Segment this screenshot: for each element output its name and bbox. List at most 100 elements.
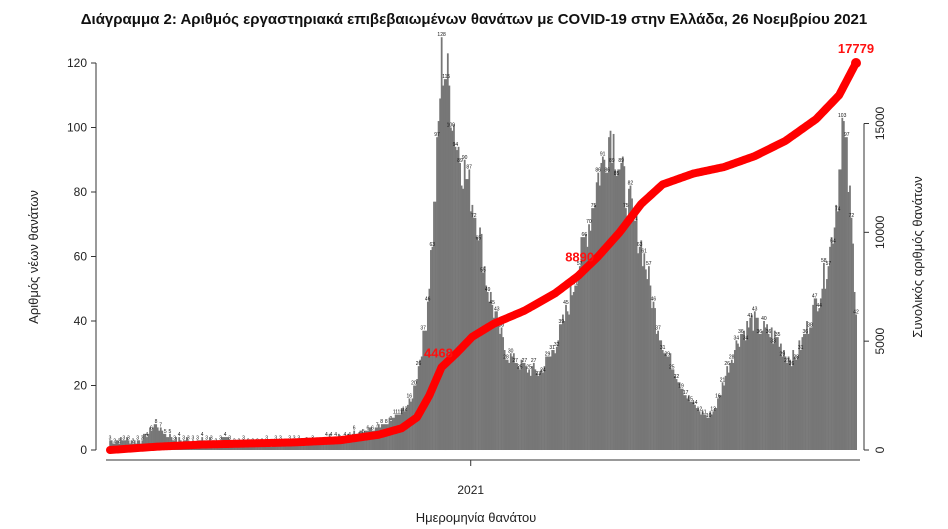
data-label: 3 [242, 435, 245, 441]
data-label: 89 [618, 158, 624, 164]
bar [621, 156, 624, 450]
bar [780, 343, 782, 450]
data-label: 3 [187, 435, 190, 441]
y-axis-left: 0 20 40 60 80 100 120 [67, 56, 97, 457]
data-label: 97 [434, 132, 440, 138]
bar [826, 279, 828, 450]
data-label: 31 [660, 345, 666, 351]
bar [373, 430, 376, 450]
bar [321, 443, 323, 450]
bar [428, 288, 431, 450]
data-label: 70 [586, 219, 592, 225]
bar [522, 362, 524, 450]
bar [775, 337, 778, 451]
bar [615, 175, 618, 451]
bar [804, 333, 807, 450]
bar [809, 327, 811, 450]
bar [803, 333, 805, 450]
bar [450, 127, 452, 450]
bar [109, 440, 112, 450]
bar [709, 411, 712, 450]
bar [503, 350, 506, 450]
bar [661, 350, 664, 450]
bar [390, 420, 392, 450]
data-label: 51 [572, 281, 578, 287]
data-label: 63 [637, 242, 643, 248]
bar [677, 382, 679, 450]
data-label: 29 [780, 352, 786, 358]
bar [628, 188, 630, 450]
bar [698, 411, 701, 450]
bar [832, 243, 834, 450]
bar [784, 356, 787, 450]
data-label: 61 [641, 248, 647, 254]
data-label: 6 [367, 426, 370, 432]
bar [152, 427, 154, 450]
bar [710, 414, 713, 450]
bar [824, 288, 827, 450]
bar [357, 437, 360, 450]
data-label: 46 [425, 297, 431, 303]
bar [436, 137, 438, 450]
bar [116, 440, 119, 450]
bar [760, 333, 762, 450]
bar [519, 369, 521, 451]
data-label: 3 [274, 435, 277, 441]
data-label: 4 [145, 432, 148, 438]
x-tick-label: 2021 [457, 483, 484, 497]
bar [488, 301, 491, 450]
bar [532, 362, 535, 450]
bar [281, 443, 283, 450]
bar [827, 266, 830, 450]
bar [479, 227, 481, 450]
bar [783, 350, 785, 450]
bar [462, 188, 465, 450]
bar [542, 372, 544, 450]
bar [723, 385, 725, 450]
bar [494, 311, 497, 450]
bar [601, 156, 604, 450]
bar [729, 362, 732, 450]
bar [159, 427, 162, 450]
bar [548, 356, 551, 450]
data-label: 40 [761, 316, 767, 322]
data-label: 4 [325, 432, 328, 438]
bar [555, 346, 558, 450]
data-label: 86 [595, 168, 601, 174]
data-label: 22 [674, 374, 680, 380]
bar [592, 208, 595, 451]
data-label: 115 [442, 74, 450, 80]
bar [769, 337, 772, 451]
bar [316, 443, 319, 450]
data-label: 100 [447, 123, 456, 129]
data-label: 42 [853, 310, 859, 316]
data-label: 26 [416, 361, 422, 367]
bar [496, 311, 498, 450]
bar [678, 382, 681, 450]
bar [842, 121, 845, 451]
bar [766, 324, 768, 450]
bar [460, 185, 463, 451]
data-label: 4 [201, 432, 204, 438]
bar [618, 169, 621, 450]
bar [526, 372, 529, 450]
bar [737, 343, 739, 450]
bar [482, 272, 485, 451]
bar [571, 295, 574, 450]
bar [849, 185, 851, 451]
bar [643, 253, 646, 450]
data-label: 21 [720, 377, 726, 383]
data-label: 90 [462, 155, 468, 161]
data-label: 12 [710, 406, 716, 412]
y2-tick-label: 5000 [873, 327, 887, 354]
bar [744, 340, 747, 450]
bar [763, 321, 765, 450]
bar [476, 237, 478, 450]
data-label: 6 [371, 426, 374, 432]
bar [624, 208, 627, 451]
bar [801, 337, 804, 451]
data-label: 34 [743, 335, 749, 341]
bar [747, 327, 750, 450]
bar [531, 366, 534, 450]
